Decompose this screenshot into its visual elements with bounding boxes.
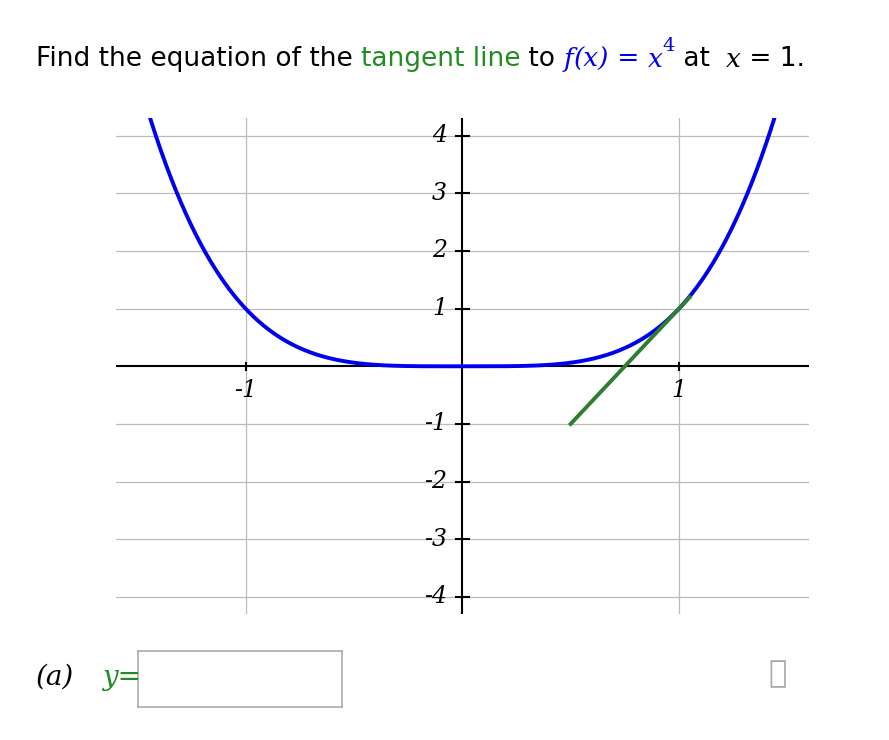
Text: -1: -1 — [234, 379, 257, 402]
Text: = 1.: = 1. — [741, 46, 805, 73]
Text: -1: -1 — [424, 412, 447, 435]
Text: x: x — [647, 47, 662, 72]
Text: 1: 1 — [671, 379, 686, 402]
Text: =: = — [609, 46, 647, 73]
Text: -2: -2 — [424, 470, 447, 493]
Text: x: x — [726, 47, 741, 72]
Text: to: to — [520, 46, 564, 73]
Text: 1: 1 — [432, 297, 447, 320]
Text: Find the equation of the: Find the equation of the — [36, 46, 361, 73]
Text: f: f — [564, 47, 573, 72]
Text: (a): (a) — [36, 664, 74, 690]
Text: at: at — [675, 46, 726, 73]
Text: -4: -4 — [424, 585, 447, 608]
Text: 2: 2 — [432, 240, 447, 263]
Text: (x): (x) — [573, 47, 609, 72]
Text: y=: y= — [102, 664, 141, 690]
Text: tangent line: tangent line — [361, 46, 520, 73]
Text: 3: 3 — [432, 182, 447, 205]
Text: ⌕: ⌕ — [769, 659, 787, 688]
Text: -3: -3 — [424, 528, 447, 551]
Text: 4: 4 — [662, 37, 675, 55]
Text: 4: 4 — [432, 124, 447, 147]
